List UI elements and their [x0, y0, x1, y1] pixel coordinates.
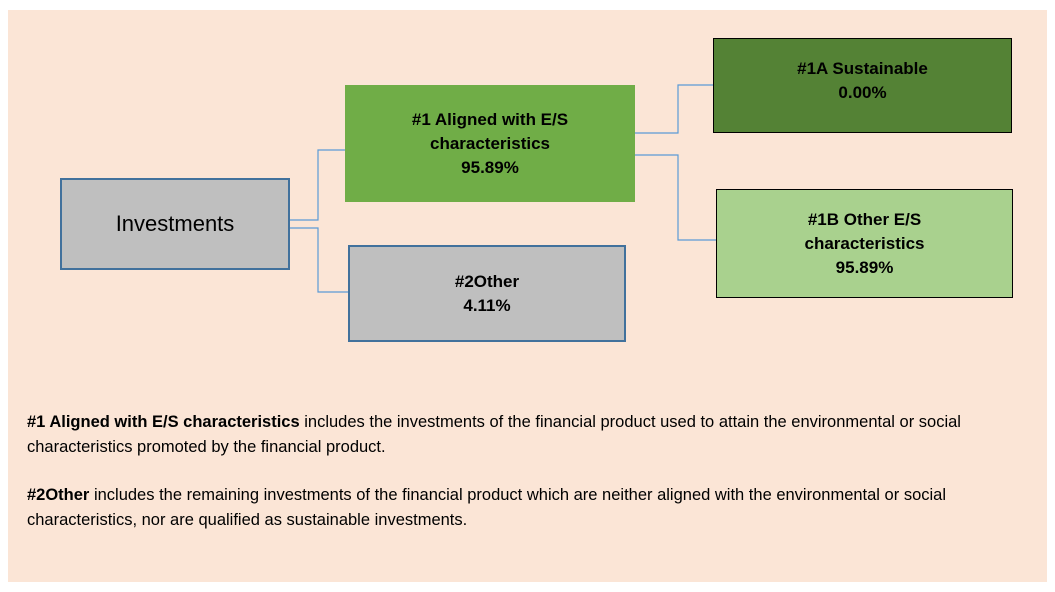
node-value: 95.89%	[461, 157, 519, 177]
note: #2Other includes the remaining investmen…	[27, 483, 1037, 533]
note-term: #2Other	[27, 486, 90, 504]
connector	[290, 149, 345, 221]
connector	[635, 84, 713, 134]
node-value: 95.89%	[835, 257, 894, 277]
node-value: 0.00%	[838, 83, 887, 102]
node-label: Investments	[115, 211, 235, 236]
connector	[635, 154, 716, 241]
note: #1 Aligned with E/S characteristics incl…	[27, 410, 1037, 460]
node: #1A Sustainable 0.00%	[713, 38, 1012, 133]
note-text: includes the remaining investments of th…	[27, 486, 946, 529]
note-term: #1 Aligned with E/S characteristics	[27, 413, 300, 431]
connector	[290, 227, 348, 293]
node: #1B Other E/S characteristics 95.89%	[716, 189, 1013, 298]
node-label: #1 Aligned with E/S characteristics	[411, 109, 569, 153]
node-label: #1B Other E/S characteristics	[804, 209, 925, 253]
node-label: #1A Sustainable	[797, 59, 928, 78]
note-text: includes the investments of the financia…	[27, 413, 961, 456]
node: Investments	[60, 178, 290, 270]
node-label: #2Other	[454, 271, 520, 291]
node: #2Other 4.11%	[348, 245, 626, 342]
node-value: 4.11%	[463, 295, 511, 315]
node: #1 Aligned with E/S characteristics 95.89…	[345, 85, 635, 202]
